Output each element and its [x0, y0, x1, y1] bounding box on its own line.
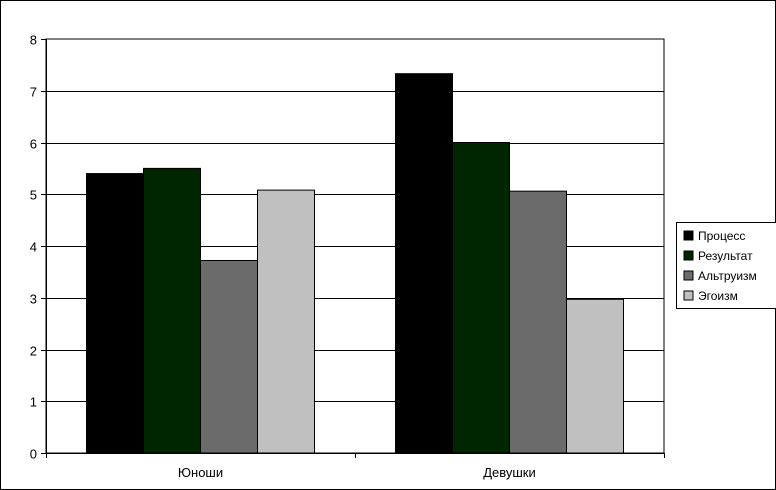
y-tick-label: 8: [30, 33, 37, 48]
y-tick-label: 1: [30, 395, 37, 410]
y-tick-label: 3: [30, 292, 37, 307]
legend-swatch: [683, 230, 694, 241]
legend-label: Альтруизм: [698, 269, 757, 283]
axes: [46, 39, 665, 458]
legend-swatch: [683, 270, 694, 281]
bar-3-1: [200, 259, 258, 454]
y-tick-label: 6: [30, 137, 37, 152]
x-category-label: Юноши: [178, 465, 223, 480]
y-tick-label: 0: [30, 447, 37, 462]
y-tick-label: 2: [30, 344, 37, 359]
bar-4-2: [566, 298, 624, 454]
bar-3-2: [509, 190, 567, 454]
bar-1-1: [86, 173, 144, 454]
bar-2-2: [452, 142, 510, 454]
bar-4-1: [257, 189, 315, 454]
bar-2-1: [143, 167, 201, 454]
legend-swatch: [683, 250, 694, 261]
bars: [86, 73, 624, 454]
legend-swatch: [683, 290, 694, 301]
y-tick-label: 4: [30, 240, 37, 255]
legend-label: Эгоизм: [698, 289, 738, 303]
legend-label: Процесс: [698, 229, 745, 243]
legend: Процесс Результат Альтруизм Эгоизм: [676, 222, 776, 309]
y-tick-label: 7: [30, 85, 37, 100]
bar-1-2: [395, 73, 453, 454]
y-axis-ticks: 0 1 2 3 4 5 6 7 8: [30, 33, 46, 462]
y-tick-label: 5: [30, 188, 37, 203]
legend-label: Результат: [698, 249, 753, 263]
x-axis-categories: Юноши Девушки: [178, 465, 536, 480]
x-category-label: Девушки: [483, 465, 536, 480]
